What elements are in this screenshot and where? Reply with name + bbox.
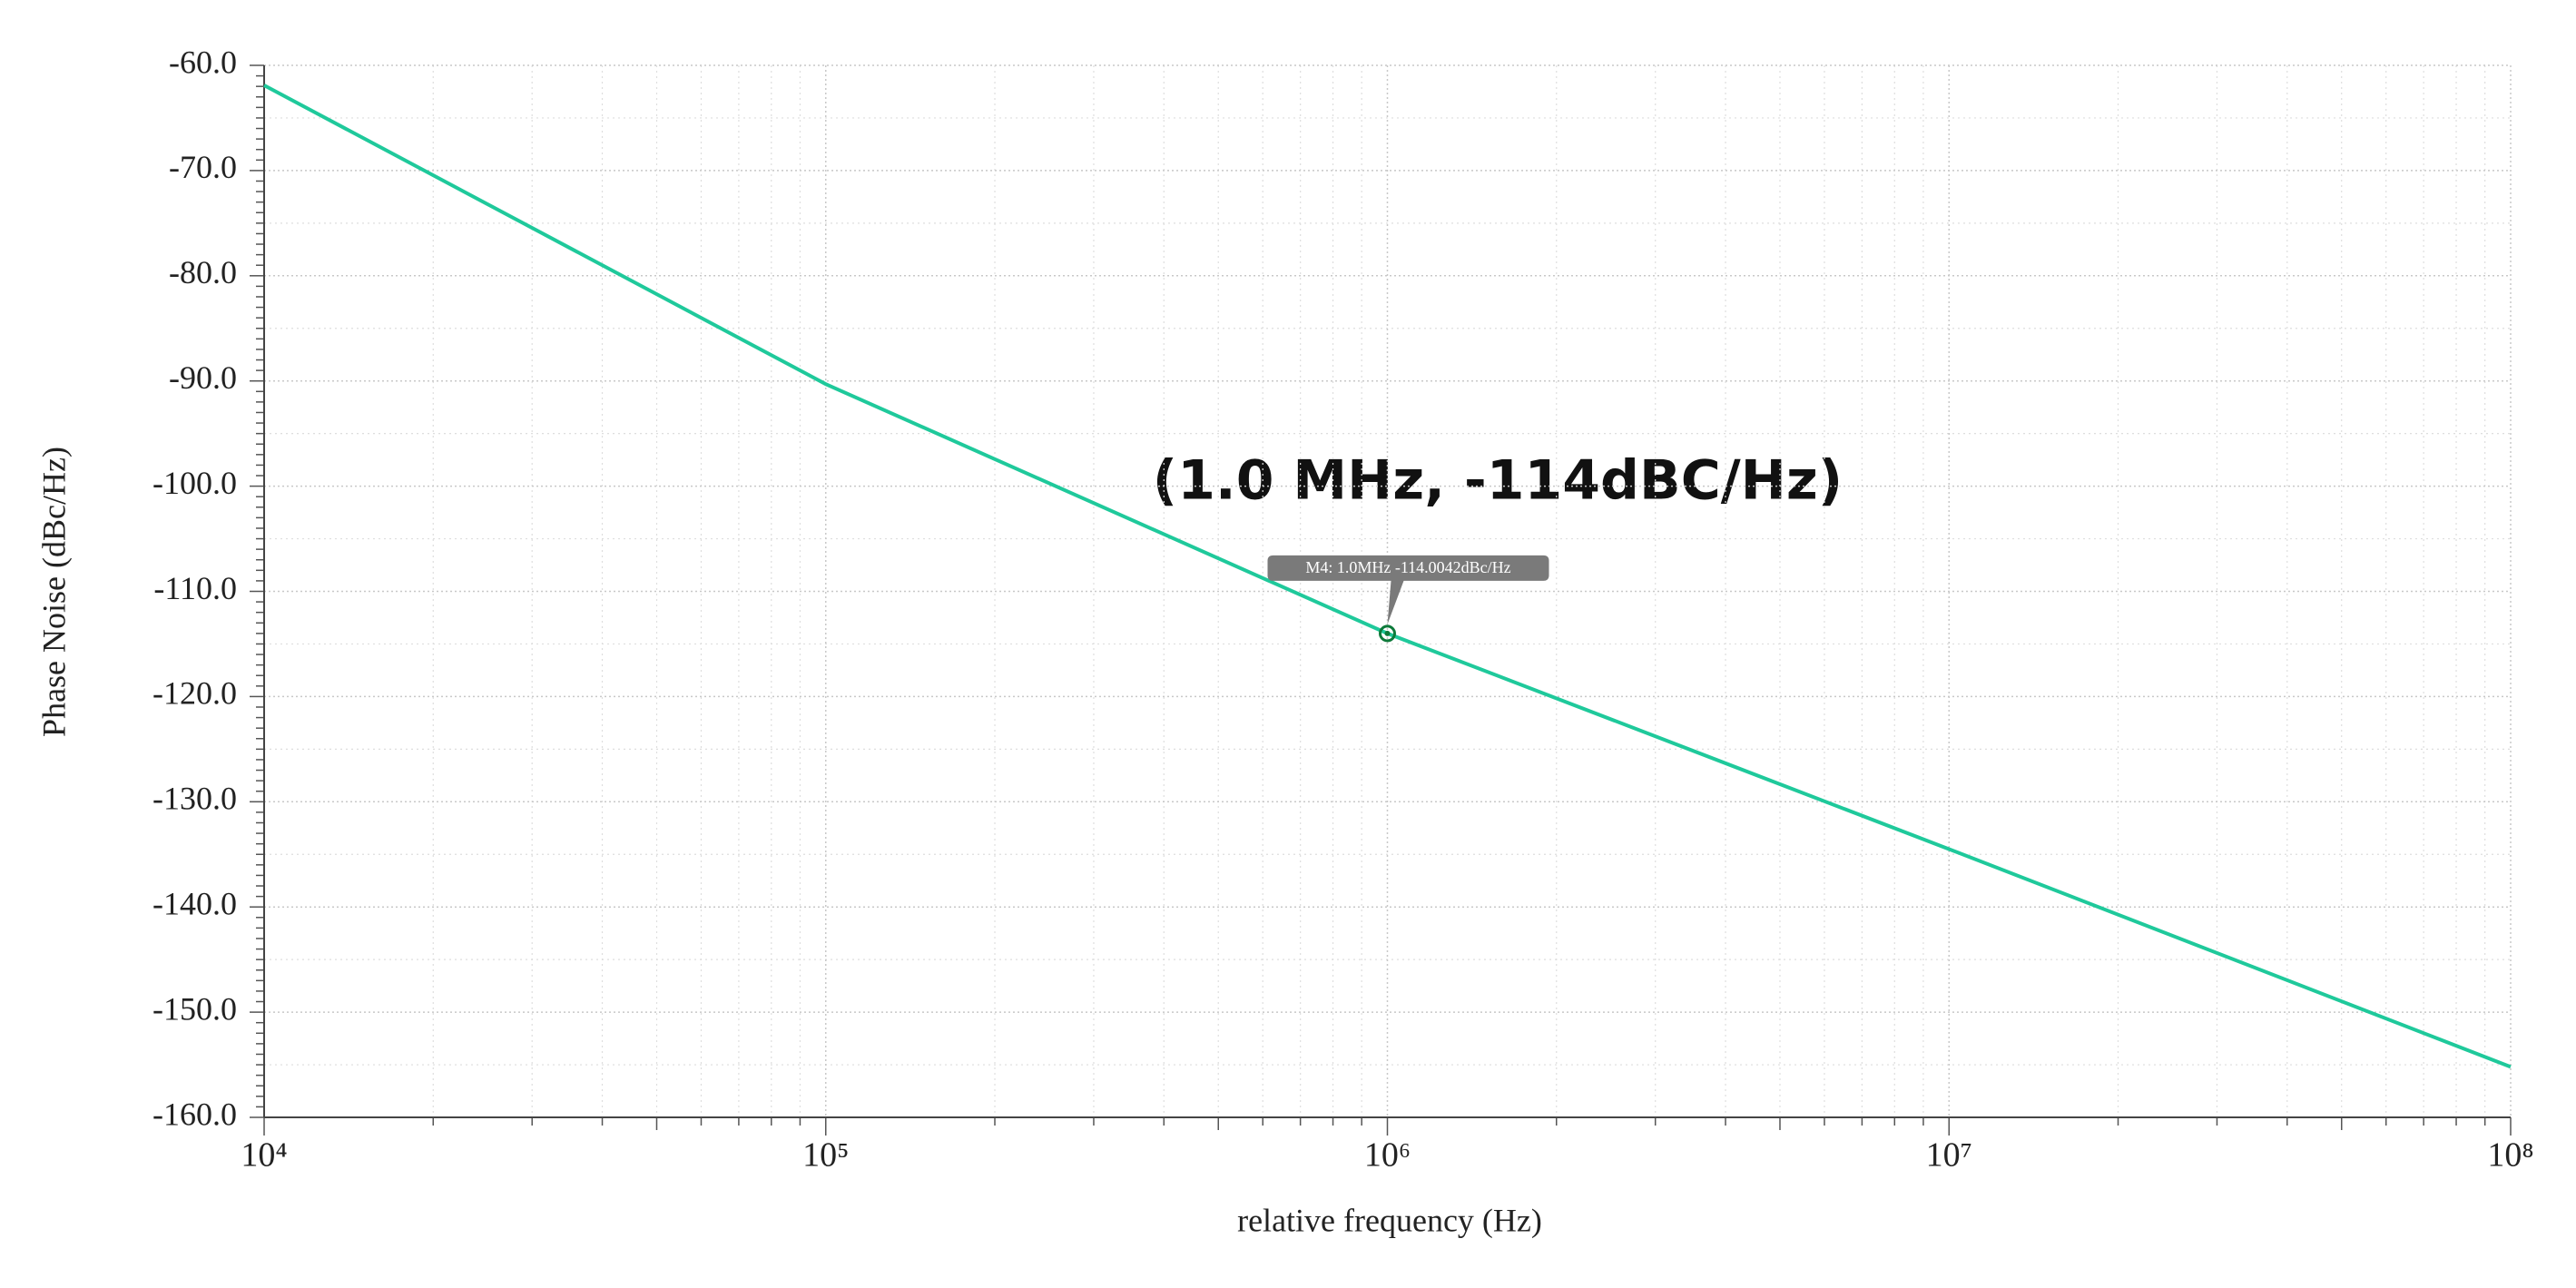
y-axis-label: Phase Noise (dBc/Hz) <box>35 447 72 737</box>
y-tick-label: -60.0 <box>169 44 237 80</box>
y-tick-label: -100.0 <box>152 465 237 501</box>
marker-dot <box>1384 630 1391 636</box>
y-tick-label: -160.0 <box>152 1096 237 1132</box>
marker-label: M4: 1.0MHz -114.0042dBc/Hz <box>1305 558 1510 576</box>
x-tick-label: 10⁶ <box>1364 1136 1411 1175</box>
y-tick-label: -150.0 <box>152 990 237 1027</box>
y-tick-label: -80.0 <box>169 254 237 290</box>
y-tick-label: -90.0 <box>169 359 237 396</box>
x-tick-label: 10⁸ <box>2487 1136 2533 1175</box>
y-tick-label: -140.0 <box>152 885 237 921</box>
x-tick-label: 10⁵ <box>802 1136 849 1175</box>
x-tick-label: 10⁴ <box>241 1136 287 1175</box>
annotation: (1.0 MHz, -114dBC/Hz) <box>1153 449 1843 513</box>
x-axis-label: relative frequency (Hz) <box>1237 1202 1542 1238</box>
y-tick-label: -110.0 <box>153 570 237 606</box>
x-tick-label: 10⁷ <box>1926 1136 1972 1175</box>
y-tick-label: -70.0 <box>169 149 237 185</box>
marker-callout <box>1267 555 1549 624</box>
y-tick-label: -120.0 <box>152 675 237 712</box>
marker-point <box>1379 624 1396 643</box>
y-tick-label: -130.0 <box>152 781 237 817</box>
